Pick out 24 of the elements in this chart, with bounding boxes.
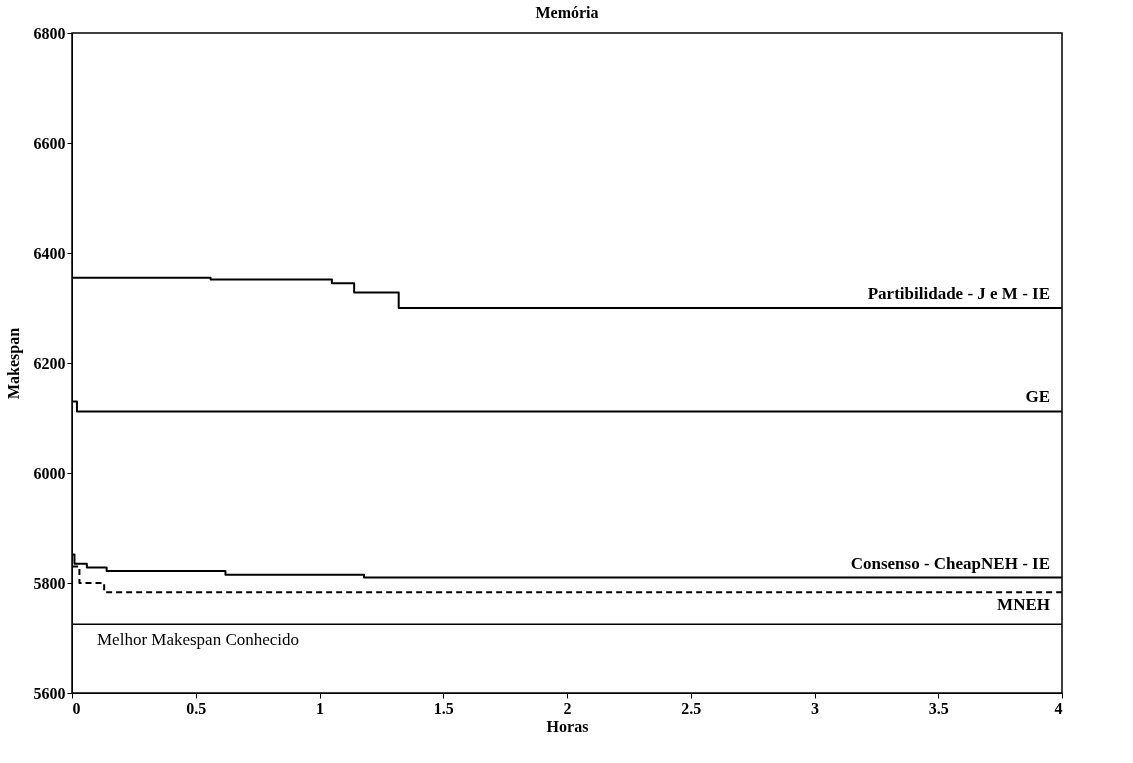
y-tick-label: 5800 [33, 574, 66, 592]
x-tick-label: 1.5 [433, 699, 454, 717]
series-label: MNEH [997, 595, 1050, 615]
series-label: Consenso - CheapNEH - IE [850, 553, 1050, 573]
x-tick-label: 4 [1054, 699, 1063, 717]
y-tick-label: 6200 [33, 354, 66, 372]
y-tick-label: 6000 [33, 464, 66, 482]
x-tick-label: 1 [316, 699, 324, 717]
chart-title: Memória [535, 4, 599, 21]
x-tick-label: 3 [811, 699, 819, 717]
x-tick-label: 2 [563, 699, 572, 717]
series-label: GE [1025, 387, 1050, 407]
x-tick-label: 2.5 [681, 699, 702, 717]
x-tick-label: 0.5 [186, 699, 207, 717]
ref-line-label: Melhor Makespan Conhecido [97, 630, 300, 650]
y-tick-label: 6800 [33, 24, 66, 42]
y-tick-label: 5600 [33, 684, 66, 702]
x-axis-title: Horas [546, 717, 589, 735]
y-tick-label: 6400 [33, 244, 66, 262]
x-tick-label: 3.5 [928, 699, 949, 717]
x-tick-label: 0 [72, 699, 81, 717]
series-label: Partibilidade - J e M - IE [867, 284, 1050, 303]
y-axis-title: Makespan [4, 327, 23, 400]
y-tick-label: 6600 [33, 134, 66, 152]
